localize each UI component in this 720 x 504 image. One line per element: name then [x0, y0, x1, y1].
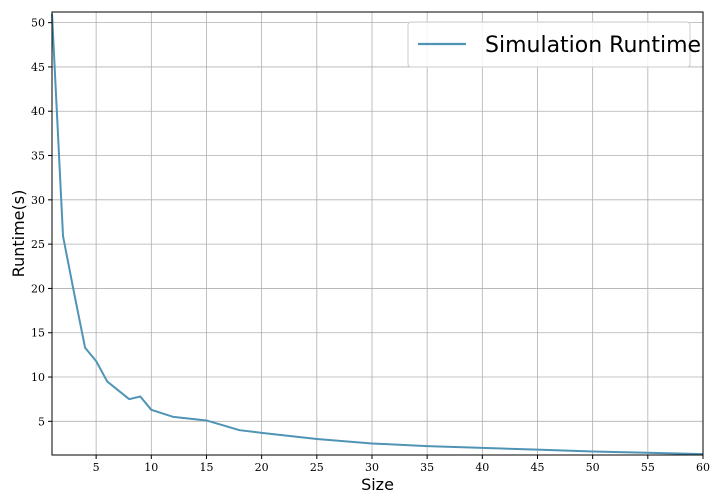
x-tick-label: 30 [365, 461, 379, 474]
y-tick-label: 10 [31, 371, 45, 384]
y-tick-label: 5 [38, 415, 45, 428]
x-axis-ticks: 5 10 15 20 25 30 35 40 45 50 55 60 [93, 455, 710, 474]
grid [52, 12, 704, 455]
y-tick-label: 45 [31, 61, 45, 74]
y-tick-label: 15 [31, 327, 45, 340]
series-layer [51, 13, 704, 456]
x-tick-label: 55 [641, 461, 655, 474]
x-axis-title: Size [361, 475, 394, 494]
x-tick-label: 60 [696, 461, 710, 474]
y-tick-label: 25 [31, 238, 45, 251]
y-axis-ticks: 5 10 15 20 25 30 35 40 45 50 [31, 17, 52, 428]
legend-box [407, 21, 691, 68]
x-tick-label: 15 [199, 461, 213, 474]
series-line-0 [51, 13, 704, 456]
x-tick-label: 10 [144, 461, 158, 474]
x-tick-label: 40 [475, 461, 489, 474]
y-axis-title: Runtime(s) [9, 190, 28, 278]
y-tick-label: 35 [31, 150, 45, 163]
y-tick-label: 30 [31, 194, 45, 207]
y-tick-label: 20 [31, 282, 45, 295]
y-tick-label: 40 [31, 105, 45, 118]
y-tick-label: 50 [31, 17, 45, 30]
x-tick-label: 35 [420, 461, 434, 474]
axes-frame [51, 11, 704, 456]
x-tick-label: 20 [255, 461, 269, 474]
x-tick-label: 5 [93, 461, 100, 474]
x-tick-label: 25 [310, 461, 324, 474]
legend: Simulation Runtime [407, 21, 701, 68]
legend-label: Simulation Runtime [485, 33, 701, 58]
x-tick-label: 45 [530, 461, 544, 474]
x-tick-label: 50 [586, 461, 600, 474]
